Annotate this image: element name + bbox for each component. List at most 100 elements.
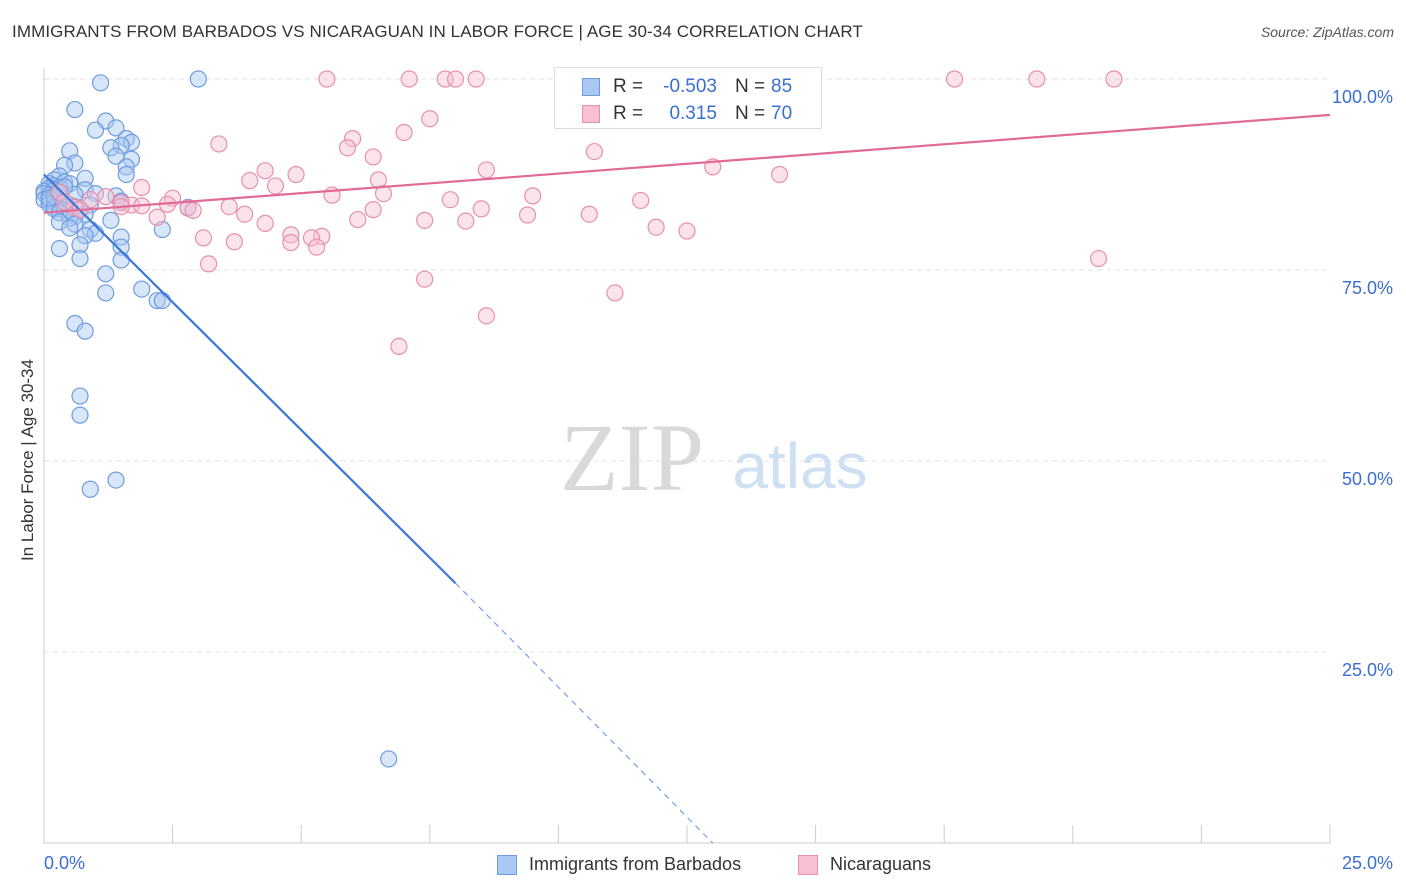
nicaraguan-point xyxy=(338,139,357,157)
stats-swatch-nicaraguan xyxy=(582,105,600,123)
legend: Immigrants from Barbados Nicaraguans xyxy=(0,853,1406,877)
barbados-point xyxy=(71,236,89,254)
barbados-point xyxy=(112,136,130,155)
y-tick-label: 100.0% xyxy=(1332,87,1393,107)
stats-n-value: 70 xyxy=(771,103,793,124)
barbados-point xyxy=(61,219,79,237)
barbados-point xyxy=(71,249,89,268)
watermark-zip: ZIP xyxy=(560,404,704,511)
barbados-point xyxy=(97,284,115,302)
nicaraguan-point xyxy=(148,208,166,226)
nicaraguan-point xyxy=(446,70,465,88)
legend-label-barbados: Immigrants from Barbados xyxy=(529,854,742,874)
source-label: Source: ZipAtlas.com xyxy=(1260,24,1394,40)
stats-row-nicaraguan: R = 0.315 N = 70 xyxy=(555,101,821,127)
barbados-point xyxy=(86,121,105,139)
nicaraguan-point xyxy=(302,229,321,247)
barbados-point xyxy=(133,280,151,298)
nicaraguan-point xyxy=(524,187,542,205)
nicaraguan-point xyxy=(308,238,326,256)
legend-swatch-barbados xyxy=(497,855,517,875)
stats-r-label: R = xyxy=(613,76,644,97)
nicaraguan-point xyxy=(194,229,213,247)
stats-r-label: R = xyxy=(613,103,644,124)
nicaraguan-point xyxy=(477,161,495,179)
barbados-point xyxy=(102,139,120,157)
barbados-point xyxy=(76,227,94,245)
barbados-point xyxy=(380,750,398,768)
trend-line-barbados xyxy=(43,173,457,585)
nicaraguan-point xyxy=(580,205,598,223)
barbados-point xyxy=(107,471,125,489)
tick-labels: 25.0% 50.0% 75.0% 100.0% 0.0% 25.0% xyxy=(44,87,1393,873)
nicaraguan-point xyxy=(518,206,537,224)
trend-line-barbados-extension xyxy=(455,582,714,844)
nicaraguan-point xyxy=(364,201,382,219)
nicaraguan-point xyxy=(225,233,243,251)
barbados-point xyxy=(112,238,130,256)
nicaraguan-point xyxy=(200,255,218,273)
nicaraguan-point xyxy=(416,211,434,229)
stats-r-value: 0.315 xyxy=(669,103,717,124)
series-barbados-points xyxy=(35,70,398,768)
x-tick-label: 0.0% xyxy=(44,853,85,873)
nicaraguan-point xyxy=(50,183,69,201)
nicaraguan-point xyxy=(344,129,362,148)
nicaraguan-point xyxy=(374,185,393,203)
barbados-point xyxy=(66,100,84,119)
y-tick-label: 75.0% xyxy=(1342,278,1393,298)
nicaraguan-point xyxy=(606,284,624,302)
nicaraguan-point xyxy=(1089,249,1108,268)
nicaraguan-point xyxy=(236,205,254,223)
barbados-point xyxy=(189,70,207,88)
nicaraguan-point xyxy=(395,123,413,142)
nicaraguan-point xyxy=(472,200,490,218)
barbados-point xyxy=(81,480,99,498)
nicaraguan-point xyxy=(318,70,336,88)
stats-swatch-barbados xyxy=(582,78,600,96)
nicaraguan-point xyxy=(1028,70,1046,88)
nicaraguan-point xyxy=(266,177,285,195)
stats-n-value: 85 xyxy=(771,76,793,97)
nicaraguan-point xyxy=(945,70,964,88)
barbados-point xyxy=(50,240,69,258)
nicaraguan-point xyxy=(1105,70,1123,88)
nicaraguan-point xyxy=(441,191,459,209)
barbados-point xyxy=(97,265,115,283)
nicaraguan-point xyxy=(678,222,696,240)
nicaraguan-point xyxy=(287,165,305,184)
barbados-point xyxy=(55,156,74,174)
barbados-point xyxy=(148,291,166,310)
nicaraguan-point xyxy=(390,337,408,355)
nicaraguan-point xyxy=(477,307,495,325)
axes xyxy=(43,68,1331,844)
trend-line-nicaraguan xyxy=(43,113,1331,214)
barbados-point xyxy=(71,406,89,424)
legend-label-nicaraguan: Nicaraguans xyxy=(830,854,932,874)
stats-box: R = -0.503 N = 85 R = 0.315 N = 70 xyxy=(554,67,822,129)
nicaraguan-point xyxy=(349,210,367,229)
nicaraguan-point xyxy=(184,201,202,220)
barbados-point xyxy=(91,74,110,92)
barbados-point xyxy=(107,119,125,137)
nicaraguan-point xyxy=(364,148,382,166)
barbados-point xyxy=(102,211,120,229)
chart-title: IMMIGRANTS FROM BARBADOS VS NICARAGUAN I… xyxy=(12,22,863,41)
stats-n-label: N = xyxy=(735,103,766,124)
watermark-atlas: atlas xyxy=(732,430,867,502)
stats-row-barbados: R = -0.503 N = 85 xyxy=(555,74,821,100)
nicaraguan-point xyxy=(467,70,485,88)
nicaraguan-point xyxy=(97,188,115,206)
stats-r-value: -0.503 xyxy=(663,76,717,97)
y-tick-label: 50.0% xyxy=(1342,469,1393,489)
barbados-point xyxy=(112,251,130,269)
watermark: ZIP atlas xyxy=(560,404,868,511)
barbados-point xyxy=(71,387,89,405)
stats-n-label: N = xyxy=(735,76,766,97)
nicaraguan-point xyxy=(632,191,650,210)
nicaraguan-point xyxy=(256,214,274,232)
nicaraguan-point xyxy=(457,212,475,230)
nicaraguan-point xyxy=(256,162,274,180)
barbados-point xyxy=(122,133,141,152)
